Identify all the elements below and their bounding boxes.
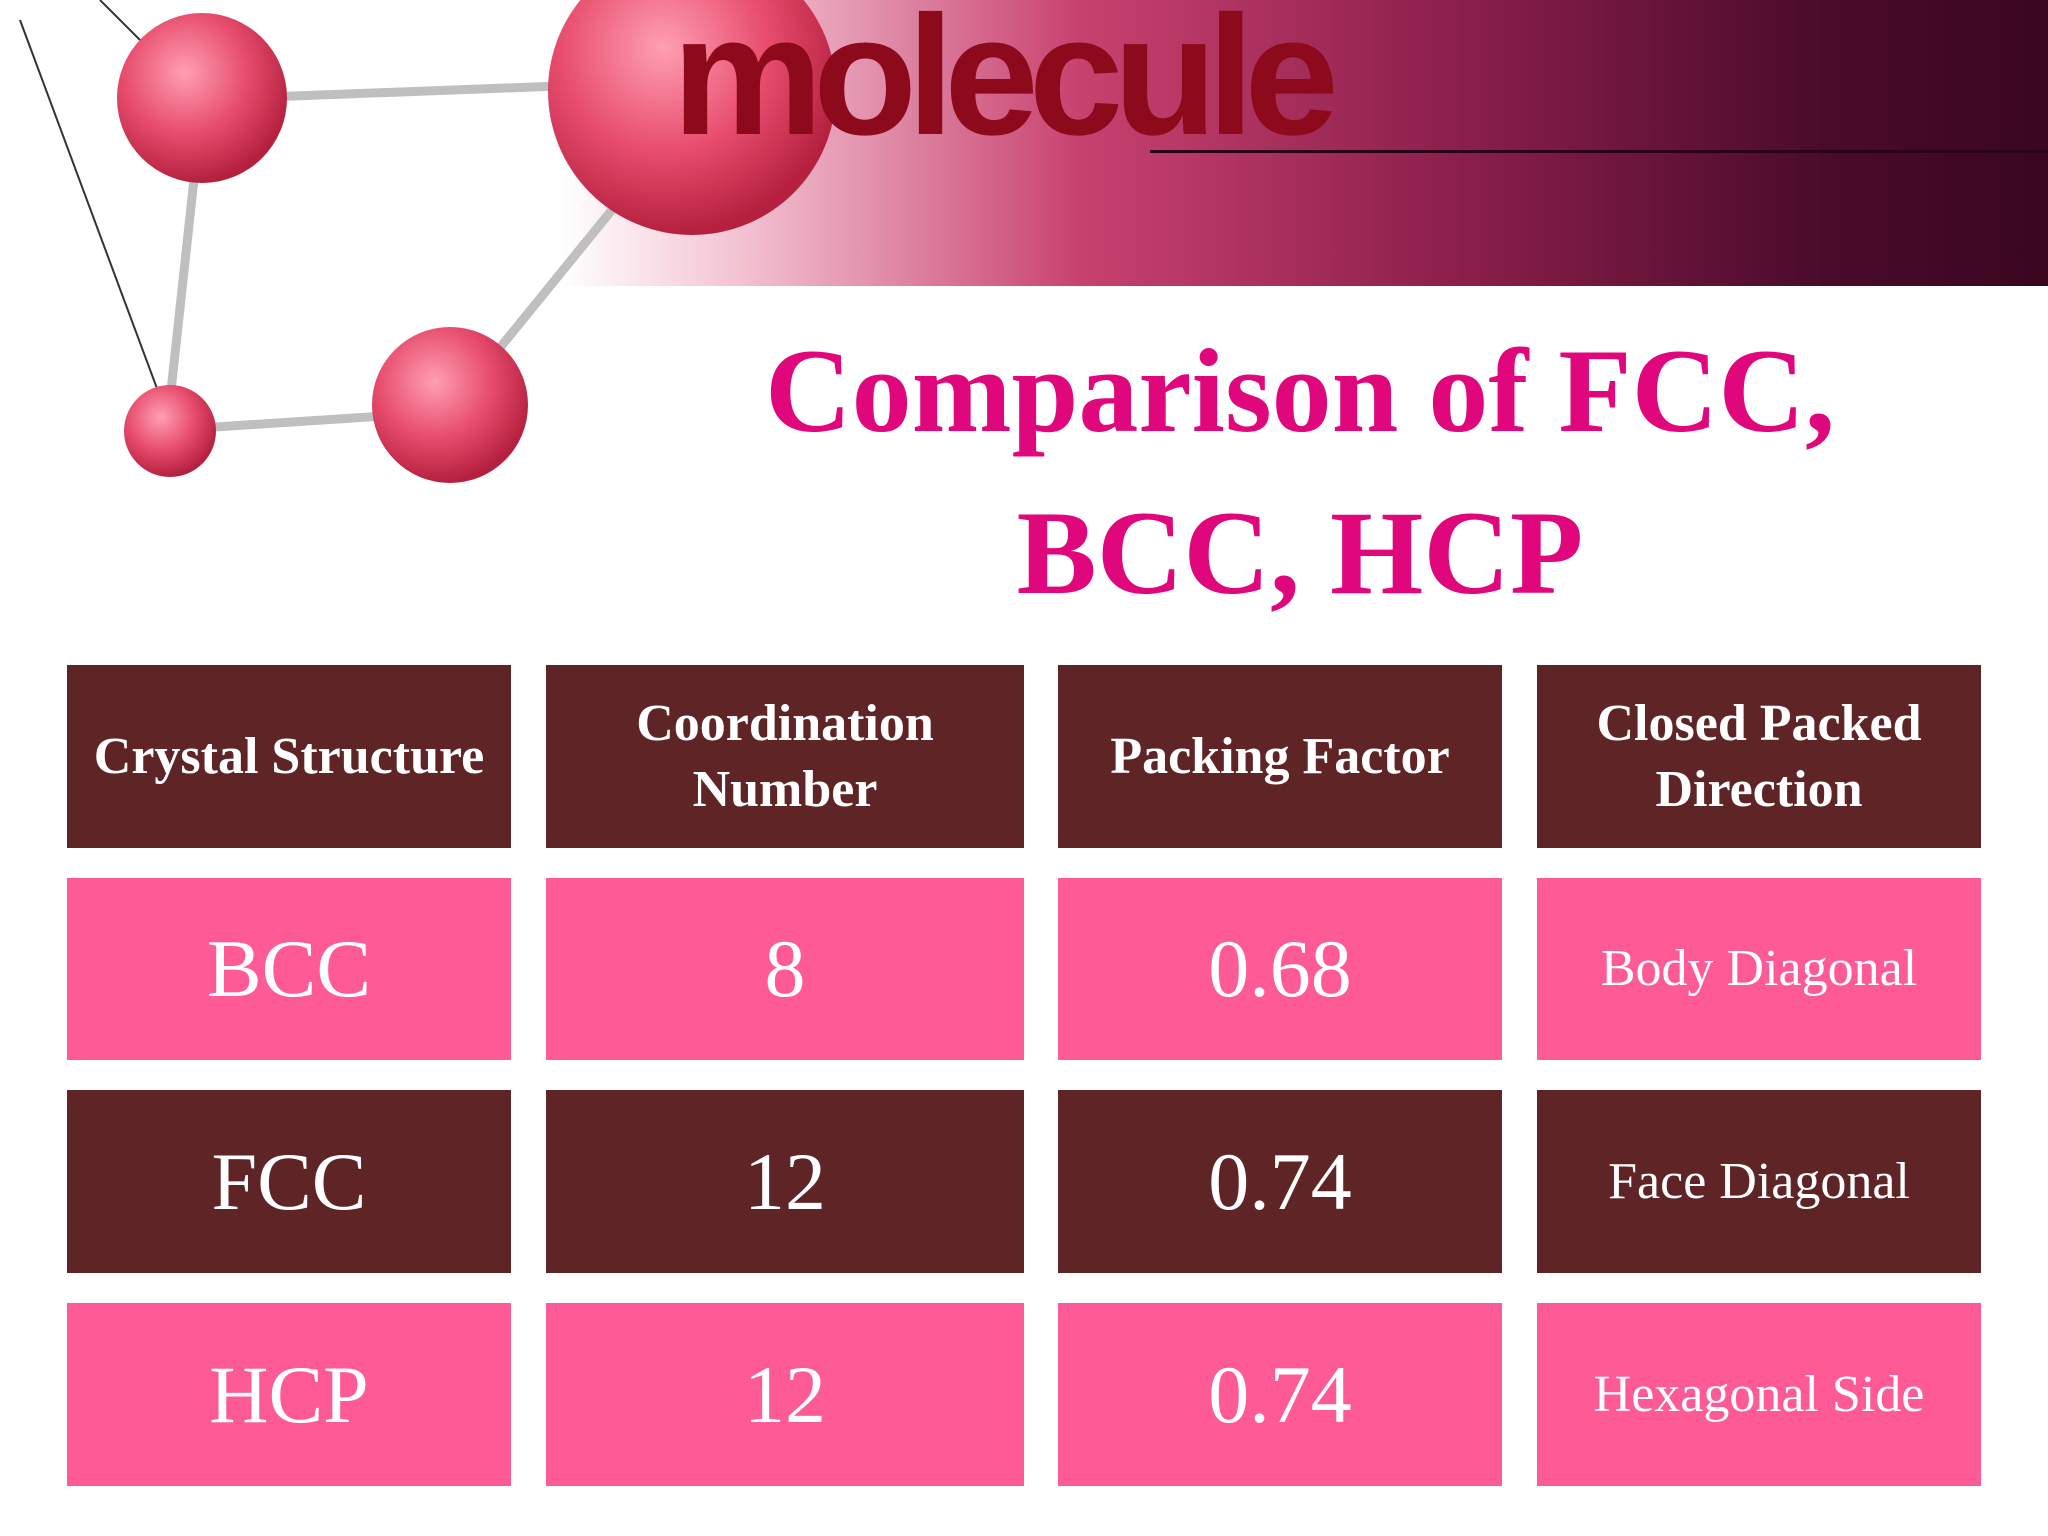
column-header: Closed Packed Direction bbox=[1537, 665, 1981, 848]
table-cell: Face Diagonal bbox=[1537, 1090, 1981, 1273]
table-cell: 0.68 bbox=[1058, 878, 1502, 1060]
table-cell: BCC bbox=[67, 878, 511, 1060]
column-header: Packing Factor bbox=[1058, 665, 1502, 848]
table-cell: FCC bbox=[67, 1090, 511, 1273]
column-header: Coordination Number bbox=[546, 665, 1024, 848]
title: Comparison of FCC, BCC, HCP bbox=[765, 324, 1835, 619]
table-cell: HCP bbox=[67, 1303, 511, 1486]
table-cell: Hexagonal Side bbox=[1537, 1303, 1981, 1486]
molecule-art bbox=[19, 0, 836, 483]
table-cell: 0.74 bbox=[1058, 1303, 1502, 1486]
table-cell: 8 bbox=[546, 878, 1024, 1060]
brand: molecule bbox=[672, 0, 1339, 171]
banner-line bbox=[1150, 150, 2048, 153]
column-header: Crystal Structure bbox=[67, 665, 511, 848]
table-cell: 12 bbox=[546, 1090, 1024, 1273]
table-cell: 12 bbox=[546, 1303, 1024, 1486]
table-cell: 0.74 bbox=[1058, 1090, 1502, 1273]
table-cell: Body Diagonal bbox=[1537, 878, 1981, 1060]
